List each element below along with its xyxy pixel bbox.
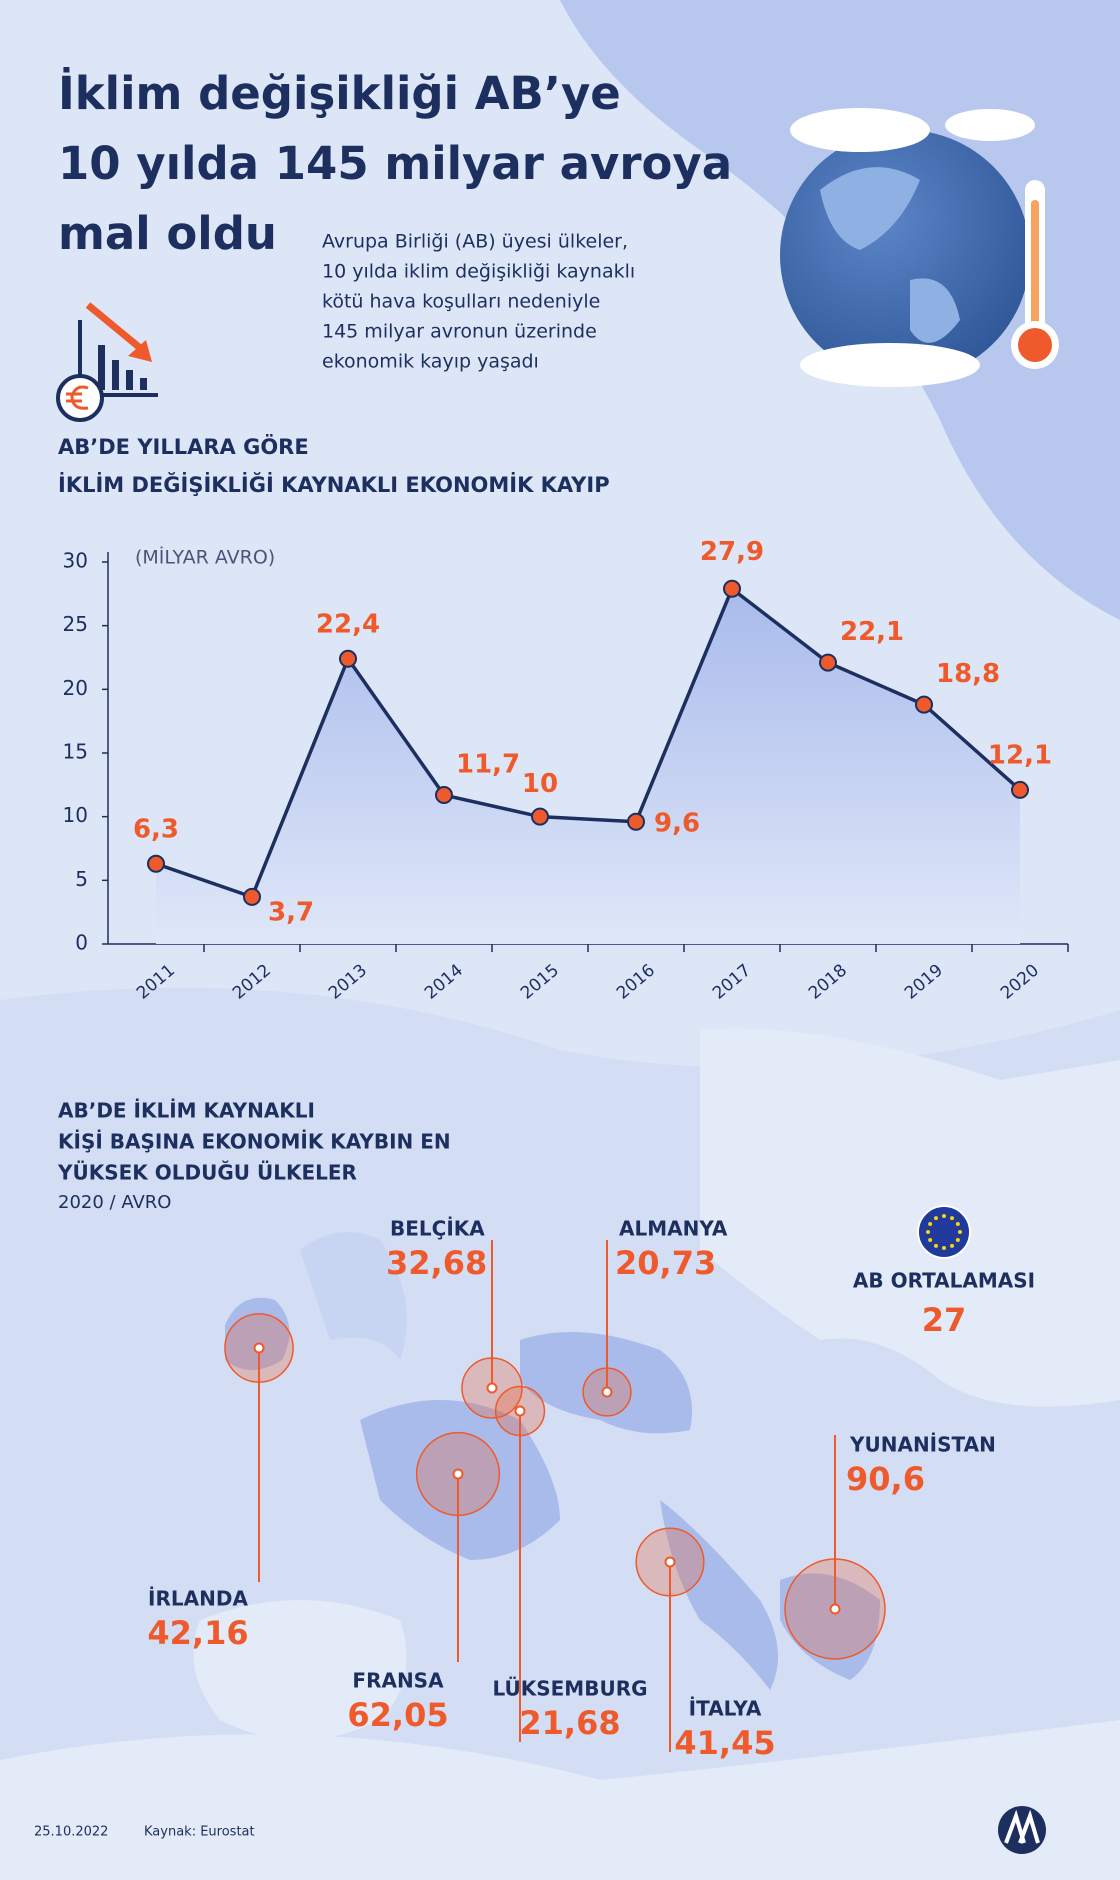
- y-tick-label: 20: [63, 676, 88, 700]
- data-point: [339, 649, 357, 668]
- data-point: [915, 695, 933, 714]
- y-tick-label: 25: [63, 612, 88, 636]
- chart-title: AB’DE YILLARA GÖRE: [58, 434, 309, 459]
- y-tick-label: 30: [63, 549, 88, 573]
- subtitle: 10 yılda iklim değişikliği kaynaklı: [322, 261, 635, 283]
- title: İklim değişikliği AB’ye: [58, 67, 621, 120]
- eu-star: [934, 1216, 938, 1221]
- data-label: 27,9: [700, 537, 764, 567]
- data-point: [627, 812, 645, 831]
- title: 10 yılda 145 milyar avroya: [58, 137, 732, 190]
- country-dot: [664, 1556, 676, 1568]
- eu-star: [928, 1222, 933, 1226]
- data-label: 11,7: [456, 750, 520, 780]
- country-dot: [829, 1603, 841, 1615]
- country-value: 20,73: [615, 1244, 716, 1282]
- country-marker: BELÇİKA 32,68: [386, 1217, 523, 1419]
- eu-star: [928, 1238, 933, 1242]
- country-marker: YUNANİSTAN 90,6: [784, 1433, 996, 1660]
- country-value: 21,68: [519, 1704, 620, 1742]
- country-marker: ALMANYA 20,73: [582, 1217, 728, 1417]
- data-label: 3,7: [268, 897, 314, 927]
- data-point: [147, 854, 165, 873]
- country-name: LÜKSEMBURG: [492, 1677, 647, 1701]
- country-value: 90,6: [846, 1460, 925, 1498]
- eu-star: [955, 1222, 960, 1226]
- country-dot: [452, 1468, 464, 1480]
- country-marker: LÜKSEMBURG 21,68: [492, 1385, 648, 1742]
- country-value: 41,45: [674, 1724, 775, 1762]
- y-tick-label: 5: [75, 867, 88, 891]
- country-marker: İRLANDA 42,16: [147, 1313, 294, 1652]
- y-tick-label: 15: [63, 740, 88, 764]
- eu-flag: [917, 1205, 971, 1259]
- y-tick-label: 0: [75, 931, 88, 955]
- data-label: 9,6: [654, 808, 700, 838]
- country-dot: [601, 1386, 613, 1398]
- eu-star: [955, 1238, 960, 1242]
- chart-title: İKLİM DEĞİŞİKLİĞİ KAYNAKLI EKONOMİK KAYI…: [58, 472, 610, 497]
- map-title: KİŞİ BAŞINA EKONOMİK KAYBIN EN: [58, 1130, 451, 1154]
- y-tick-label: 10: [63, 803, 88, 827]
- subtitle: ekonomik kayıp yaşadı: [322, 351, 539, 373]
- data-point: [723, 579, 741, 598]
- line: [155, 585, 1022, 900]
- country-value: 62,05: [347, 1696, 448, 1734]
- subtitle: kötü hava koşulları nedeniyle: [322, 291, 600, 313]
- subtitle: Avrupa Birliği (AB) üyesi ülkeler,: [322, 231, 628, 253]
- country-value: 42,16: [147, 1614, 248, 1652]
- country-name: ALMANYA: [619, 1217, 728, 1241]
- eu-star: [958, 1230, 962, 1234]
- data-label: 12,1: [988, 740, 1052, 770]
- country-marker: İTALYA 41,45: [635, 1527, 776, 1762]
- eu-average-name: AB ORTALAMASI: [853, 1269, 1035, 1293]
- data-point: [243, 887, 261, 906]
- loss-icon: [56, 302, 158, 422]
- eu-star: [950, 1243, 954, 1248]
- country-dot: [486, 1382, 498, 1394]
- data-point: [1011, 780, 1029, 799]
- data-point: [435, 786, 453, 805]
- subtitle: 145 milyar avronun üzerinde: [322, 321, 597, 343]
- data-point: [819, 653, 837, 672]
- unit-label: (MİLYAR AVRO): [135, 546, 275, 569]
- eu-average-value: 27: [922, 1301, 967, 1339]
- eu-star: [942, 1214, 946, 1218]
- map-title: YÜKSEK OLDUĞU ÜLKELER: [57, 1161, 357, 1185]
- country-dot: [253, 1342, 265, 1354]
- data-label: 10: [522, 769, 558, 799]
- agency-logo: [998, 1806, 1046, 1854]
- data-label: 18,8: [936, 659, 1000, 689]
- data-label: 22,1: [840, 617, 904, 647]
- footer-source: Kaynak: Eurostat: [144, 1825, 255, 1840]
- country-marker: FRANSA 62,05: [347, 1431, 501, 1734]
- country-name: İTALYA: [689, 1697, 762, 1721]
- data-label: 22,4: [316, 609, 380, 639]
- area-fill: [156, 588, 1020, 944]
- eu-flag-disc: [917, 1205, 971, 1259]
- country-value: 32,68: [386, 1244, 487, 1282]
- title: mal oldu: [58, 207, 277, 260]
- country-dot: [514, 1405, 526, 1417]
- data-point: [531, 807, 549, 826]
- eu-star: [950, 1216, 954, 1221]
- eu-star: [926, 1230, 930, 1234]
- globe-illustration: [780, 108, 1059, 387]
- country-name: FRANSA: [352, 1669, 444, 1693]
- country-name: BELÇİKA: [390, 1217, 485, 1241]
- map-land: [0, 1028, 1120, 1880]
- footer-date: 25.10.2022: [34, 1825, 108, 1840]
- data-label: 6,3: [133, 814, 179, 844]
- country-name: İRLANDA: [148, 1587, 248, 1611]
- eu-star: [942, 1246, 946, 1250]
- content: İklim değişikliği AB’ye 10 yılda 145 mily…: [34, 67, 1069, 1840]
- country-name: YUNANİSTAN: [849, 1433, 996, 1457]
- map-title: AB’DE İKLİM KAYNAKLI: [58, 1099, 315, 1123]
- eu-star: [934, 1243, 938, 1248]
- map-subtitle: 2020 / AVRO: [58, 1192, 171, 1213]
